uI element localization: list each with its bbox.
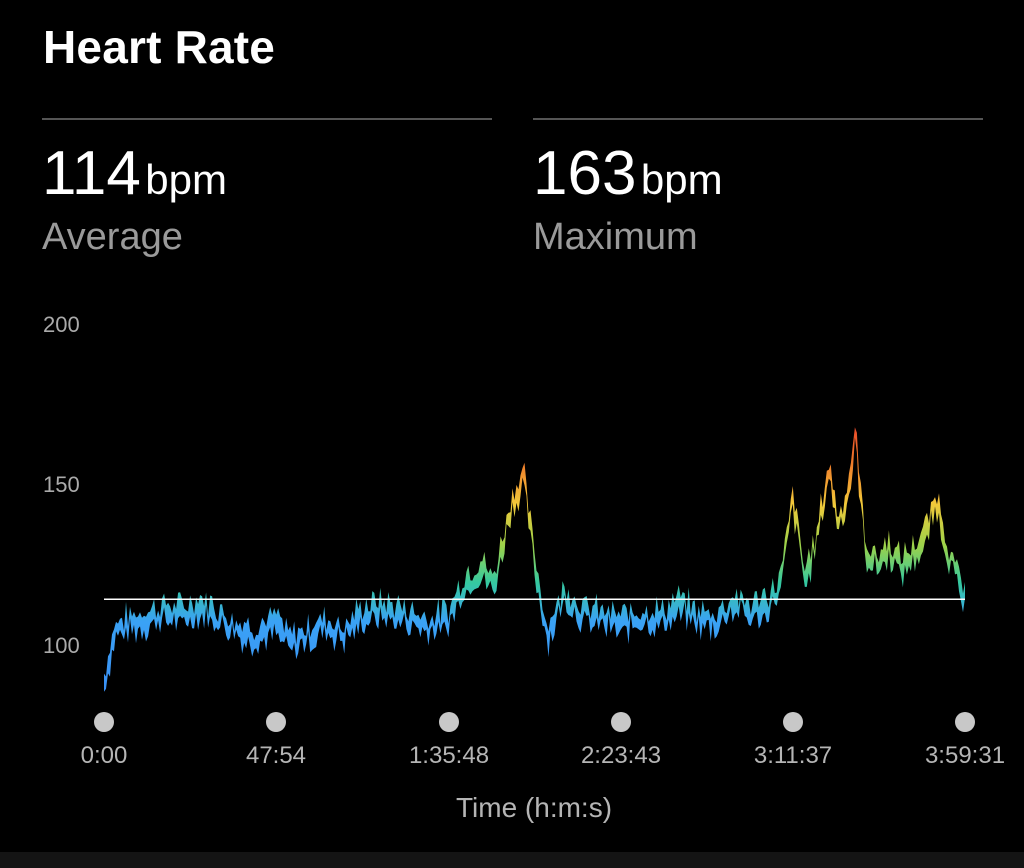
y-tick-200: 200 <box>43 312 80 337</box>
page-title: Heart Rate <box>43 21 276 73</box>
stat-average-label: Average <box>42 216 183 258</box>
stat-maximum-value-row: 163 bpm <box>533 142 723 206</box>
stat-maximum-label: Maximum <box>533 216 698 258</box>
stat-maximum: 163 bpm Maximum <box>533 142 723 259</box>
x-tick-1: 47:54 <box>245 742 307 769</box>
x-dot-2 <box>439 712 459 732</box>
heart-rate-trace <box>104 427 965 692</box>
x-dot-0 <box>94 712 114 732</box>
x-dot-5 <box>955 712 975 732</box>
y-tick-150: 150 <box>43 472 80 497</box>
divider-right <box>533 118 983 120</box>
stat-maximum-unit: bpm <box>640 156 723 203</box>
x-tick-5: 3:59:31 <box>924 742 1006 769</box>
x-axis-label: Time (h:m:s) <box>455 792 613 823</box>
x-tick-0: 0:00 <box>80 742 128 769</box>
stat-maximum-value: 163 <box>533 139 637 208</box>
x-tick-3: 2:23:43 <box>580 742 662 769</box>
x-dot-3 <box>611 712 631 732</box>
stat-average: 114 bpm Average <box>42 142 227 259</box>
x-dot-1 <box>266 712 286 732</box>
stat-average-value-row: 114 bpm <box>42 142 227 206</box>
x-dot-4 <box>783 712 803 732</box>
x-tick-4: 3:11:37 <box>753 742 833 769</box>
x-tick-2: 1:35:48 <box>408 742 490 769</box>
bottom-bar <box>0 852 1024 868</box>
y-tick-100: 100 <box>43 633 80 658</box>
stat-average-unit: bpm <box>145 156 227 203</box>
stat-average-value: 114 <box>42 139 141 208</box>
heart-rate-series <box>104 427 965 692</box>
divider-left <box>42 118 492 120</box>
